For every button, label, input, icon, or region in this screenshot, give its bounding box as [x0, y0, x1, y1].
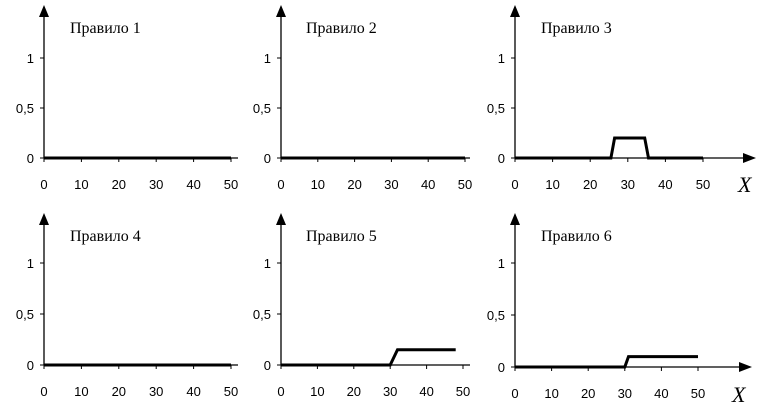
x-tick-label: 40	[419, 384, 433, 399]
y-tick-label: 0	[264, 358, 271, 373]
y-axis-arrow	[510, 213, 520, 225]
x-tick-label: 50	[224, 177, 238, 192]
series-line	[515, 136, 703, 160]
chart-title: Правило 4	[70, 228, 141, 245]
x-tick-label: 40	[186, 384, 200, 399]
y-axis-arrow	[276, 213, 286, 225]
y-tick-label: 0,5	[16, 101, 34, 116]
x-axis-arrow	[739, 362, 752, 372]
x-tick-label: 40	[421, 177, 435, 192]
x-tick-label: 0	[277, 384, 284, 399]
y-tick-label: 1	[264, 51, 271, 66]
chart-title: Правило 3	[541, 20, 612, 37]
y-axis-arrow	[39, 5, 49, 17]
x-tick-label: 20	[583, 177, 597, 192]
x-tick-label: 50	[224, 384, 238, 399]
y-tick-label: 1	[498, 51, 505, 66]
x-tick-label: 10	[545, 177, 559, 192]
x-axis-label: X	[731, 382, 747, 407]
x-tick-label: 20	[112, 177, 126, 192]
x-axis-label: X	[737, 172, 753, 197]
x-tick-label: 50	[456, 384, 470, 399]
chart-title: Правило 6	[541, 228, 612, 245]
x-tick-label: 10	[310, 384, 324, 399]
x-tick-label: 20	[347, 177, 361, 192]
y-axis-arrow	[39, 213, 49, 225]
y-tick-label: 1	[264, 256, 271, 271]
x-tick-label: 0	[511, 177, 518, 192]
x-tick-label: 40	[186, 177, 200, 192]
y-axis-arrow	[276, 5, 286, 17]
x-tick-label: 30	[384, 177, 398, 192]
x-tick-label: 50	[696, 177, 710, 192]
x-tick-label: 30	[618, 386, 632, 401]
y-tick-label: 1	[498, 256, 505, 271]
y-tick-label: 1	[27, 256, 34, 271]
y-tick-label: 0	[27, 151, 34, 166]
x-tick-label: 40	[658, 177, 672, 192]
x-tick-label: 10	[544, 386, 558, 401]
x-tick-label: 50	[691, 386, 705, 401]
y-tick-label: 0	[498, 360, 505, 375]
x-tick-label: 20	[112, 384, 126, 399]
x-tick-label: 20	[581, 386, 595, 401]
chart-title: Правило 5	[306, 228, 377, 245]
y-tick-label: 0,5	[253, 101, 271, 116]
x-tick-label: 0	[40, 384, 47, 399]
x-tick-label: 30	[621, 177, 635, 192]
chart-title: Правило 2	[306, 20, 377, 37]
series-line	[515, 355, 698, 369]
x-tick-label: 40	[654, 386, 668, 401]
y-tick-label: 0,5	[16, 307, 34, 322]
x-tick-label: 0	[511, 386, 518, 401]
x-tick-label: 0	[277, 177, 284, 192]
y-tick-label: 0,5	[253, 307, 271, 322]
x-tick-label: 10	[74, 177, 88, 192]
x-tick-label: 20	[347, 384, 361, 399]
x-tick-label: 30	[149, 177, 163, 192]
x-tick-label: 30	[383, 384, 397, 399]
y-tick-label: 1	[27, 51, 34, 66]
x-tick-label: 0	[40, 177, 47, 192]
x-tick-label: 10	[74, 384, 88, 399]
x-tick-label: 30	[149, 384, 163, 399]
y-tick-label: 0	[264, 151, 271, 166]
series-line	[281, 348, 456, 367]
chart-title: Правило 1	[70, 20, 141, 37]
x-axis-arrow	[743, 153, 756, 163]
x-tick-label: 10	[311, 177, 325, 192]
y-tick-label: 0,5	[487, 308, 505, 323]
y-axis-arrow	[510, 5, 520, 17]
y-tick-label: 0,5	[487, 101, 505, 116]
y-tick-label: 0	[27, 358, 34, 373]
y-tick-label: 0	[498, 151, 505, 166]
x-tick-label: 50	[458, 177, 472, 192]
